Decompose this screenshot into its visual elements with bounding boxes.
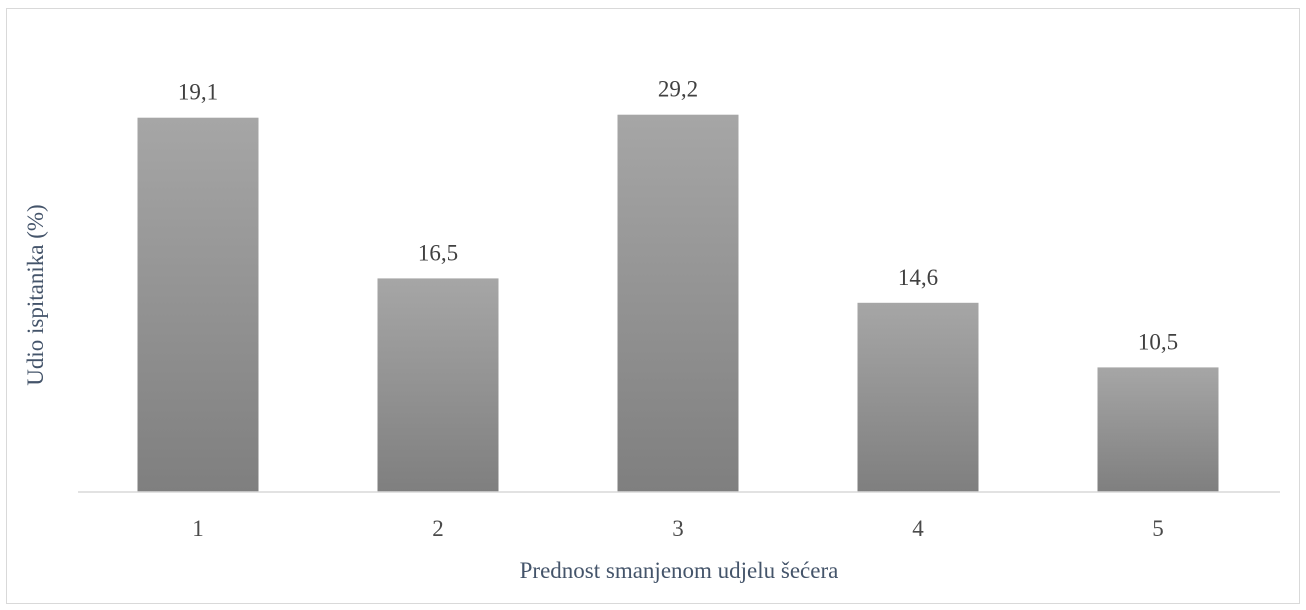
data-label-3: 29,2 xyxy=(658,77,698,102)
x-tick-label-2: 2 xyxy=(432,516,444,541)
bar-3 xyxy=(617,114,739,492)
bar-1 xyxy=(137,117,259,492)
bar-4 xyxy=(857,302,979,492)
y-axis-title: Udio ispitanika (%) xyxy=(23,204,48,385)
x-tick-label-4: 4 xyxy=(912,516,924,541)
x-tick-label-5: 5 xyxy=(1152,516,1164,541)
data-label-2: 16,5 xyxy=(418,240,458,265)
data-label-4: 14,6 xyxy=(898,265,938,290)
x-axis-title: Prednost smanjenom udjelu šećera xyxy=(520,558,839,583)
x-tick-label-1: 1 xyxy=(192,516,204,541)
bar-2 xyxy=(377,278,499,492)
data-labels-layer: 19,1 16,5 29,2 14,6 10,5 xyxy=(178,77,1178,355)
data-label-5: 10,5 xyxy=(1138,329,1178,354)
x-tick-labels: 1 2 3 4 5 xyxy=(192,516,1164,541)
bars-layer xyxy=(137,114,1219,492)
x-tick-label-3: 3 xyxy=(672,516,684,541)
data-label-1: 19,1 xyxy=(178,80,218,105)
bar-5 xyxy=(1097,367,1219,492)
